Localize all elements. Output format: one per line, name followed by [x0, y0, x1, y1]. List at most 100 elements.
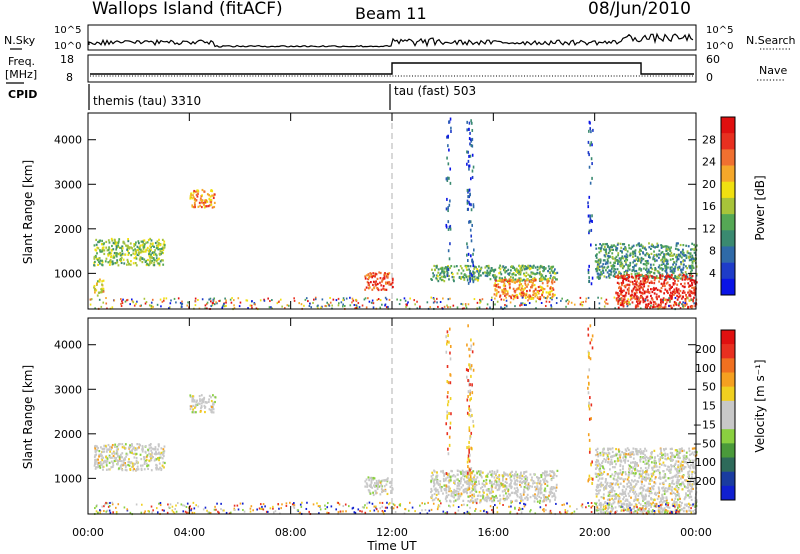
vel-echo-region: [364, 476, 394, 497]
power-colorbar-tick: 16: [702, 200, 716, 213]
time-axis-label: Time UT: [366, 539, 417, 553]
power-echo-region: [493, 277, 556, 300]
site-title: Wallops Island (fitACF): [92, 0, 283, 19]
power-y-axis: 1000 2000 3000 4000: [54, 134, 696, 280]
date-label: 08/Jun/2010: [588, 0, 691, 19]
vel-y-tick-label: 3000: [54, 383, 82, 396]
x-tick-label: 00:00: [680, 526, 712, 539]
nave-tick-bottom: 0: [706, 71, 713, 84]
power-colorbar-swatch: [721, 214, 735, 231]
power-y-tick-label: 1000: [54, 267, 82, 280]
power-colorbar-swatch: [721, 133, 735, 150]
velocity-colorbar-tick: −15: [693, 418, 716, 431]
power-echo-region: [189, 188, 216, 209]
power-colorbar-tick: 4: [709, 267, 716, 280]
power-colorbar-swatch: [721, 278, 735, 296]
vel-echo-region: [430, 469, 559, 503]
power-colorbar-tick: 28: [702, 133, 716, 146]
vel-y-tick-label: 2000: [54, 428, 82, 441]
power-colorbar-tick: 20: [702, 178, 716, 191]
nsearch-label: N.Search: [746, 34, 796, 47]
velocity-colorbar-swatch: [721, 415, 735, 430]
power-echo-region: [364, 271, 394, 292]
power-colorbar-tick: 12: [702, 222, 716, 235]
power-colorbar-swatch: [721, 197, 735, 215]
power-y-tick-label: 4000: [54, 134, 82, 147]
power-colorbar-swatch: [721, 149, 735, 166]
power-y-tick-label: 2000: [54, 223, 82, 236]
power-ground-scatter: [89, 117, 698, 311]
vel-y-tick-label: 4000: [54, 339, 82, 352]
velocity-colorbar-tick: 15: [702, 400, 716, 413]
velocity-colorbar-swatch: [721, 457, 735, 472]
freq-frame: [87, 54, 697, 83]
velocity-x-axis: 00:00 04:00 08:00 12:00 16:00 20:00 00:00: [72, 318, 712, 539]
nave-tick-top: 60: [706, 53, 720, 66]
freq-label-line2: [MHz]: [5, 68, 37, 81]
cpid-label: CPID: [8, 88, 37, 101]
power-colorbar: 4 8 12 16 20 24 28 Power [dB]: [702, 116, 767, 296]
velocity-colorbar-tick: 100: [695, 362, 716, 375]
velocity-colorbar-tick: 200: [695, 343, 716, 356]
x-tick-label: 08:00: [275, 526, 307, 539]
power-echo-region: [93, 278, 105, 297]
nsearch-tick-bottom: 10^0: [706, 41, 733, 52]
power-y-tick-label: 3000: [54, 178, 82, 191]
power-colorbar-swatch: [721, 181, 735, 199]
velocity-colorbar-swatch: [721, 471, 735, 487]
velocity-y-axis: 1000 2000 3000 4000: [54, 339, 696, 485]
nsearch-tick-top: 10^5: [706, 25, 733, 36]
vel-echo-region: [189, 394, 217, 414]
velocity-colorbar-tick: −50: [693, 437, 716, 450]
velocity-colorbar-tick: −200: [686, 475, 716, 488]
vel-ground-scatter: [93, 324, 696, 516]
power-colorbar-swatch: [721, 246, 735, 263]
velocity-colorbar-swatch: [721, 443, 735, 458]
velocity-colorbar: −200 −100 −50 −15 15 50 100 200 Velocity [m s⁻¹…: [686, 329, 767, 501]
power-colorbar-swatch: [721, 230, 735, 247]
freq-strip: Freq. [MHz] 18 8 60 0 Nave: [5, 53, 787, 84]
power-colorbar-tick: 24: [702, 156, 716, 169]
velocity-colorbar-swatch: [721, 386, 735, 402]
velocity-colorbar-tick: 50: [702, 381, 716, 394]
x-tick-label: 00:00: [72, 526, 104, 539]
velocity-colorbar-swatch: [721, 485, 735, 501]
power-colorbar-swatch: [721, 165, 735, 183]
nave-label: Nave: [759, 64, 787, 77]
velocity-colorbar-swatch: [721, 372, 735, 387]
power-colorbar-swatch: [721, 262, 735, 280]
freq-label-line1: Freq.: [8, 55, 35, 68]
velocity-colorbar-swatch: [721, 344, 735, 359]
freq-tick-top: 18: [60, 53, 74, 66]
cpid-segment-2: tau (fast) 503: [394, 84, 476, 98]
power-colorbar-swatch: [721, 117, 735, 134]
power-echo-region: [430, 264, 559, 283]
nsky-label: N.Sky: [4, 34, 36, 47]
freq-tick-bottom: 8: [66, 71, 73, 84]
power-colorbar-label: Power [dB]: [753, 175, 767, 240]
power-panel: 1000 2000 3000 4000 Slant Range [km]: [21, 112, 698, 311]
velocity-y-axis-label: Slant Range [km]: [21, 365, 35, 469]
vel-echo-region: [594, 447, 698, 514]
vel-y-tick-label: 1000: [54, 472, 82, 485]
power-echo-region: [93, 237, 166, 267]
velocity-panel: 1000 2000 3000 4000 00:00 04:00 08:00 12:00 16:…: [21, 317, 712, 553]
velocity-colorbar-swatch: [721, 358, 735, 373]
velocity-plot-area: [93, 318, 698, 516]
velocity-colorbar-swatch: [721, 330, 735, 345]
power-x-axis: [87, 113, 697, 309]
beam-label: Beam 11: [355, 4, 427, 23]
power-colorbar-tick: 8: [709, 245, 716, 258]
nsky-strip: N.Sky 10^5 10^0 10^5 10^0 N.Search: [4, 24, 796, 52]
velocity-colorbar-tick: −100: [686, 456, 716, 469]
cpid-strip: CPID themis (tau) 3310 tau (fast) 503: [6, 82, 476, 110]
velocity-colorbar-swatch: [721, 429, 735, 444]
cpid-segment-1: themis (tau) 3310: [93, 94, 201, 108]
x-tick-label: 16:00: [477, 526, 509, 539]
power-y-axis-label: Slant Range [km]: [21, 160, 35, 264]
nsky-tick-top: 10^5: [54, 25, 81, 36]
nsky-frame: [87, 24, 697, 51]
velocity-colorbar-swatch: [721, 400, 735, 416]
nsky-tick-bottom: 10^0: [54, 41, 81, 52]
